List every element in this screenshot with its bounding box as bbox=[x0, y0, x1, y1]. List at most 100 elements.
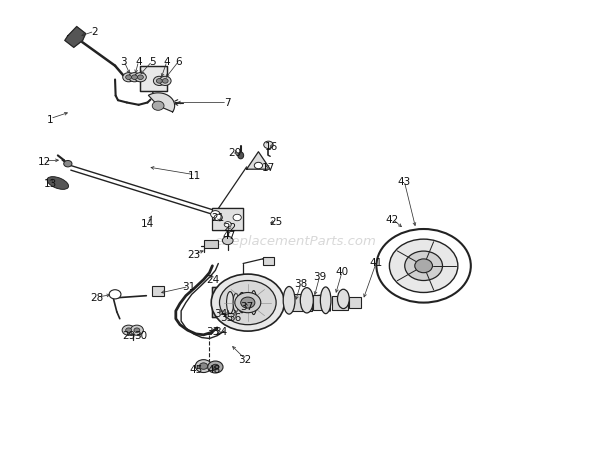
Circle shape bbox=[389, 240, 458, 293]
Text: 29: 29 bbox=[122, 330, 135, 340]
Text: 2: 2 bbox=[91, 27, 98, 37]
Polygon shape bbox=[65, 28, 86, 48]
Circle shape bbox=[212, 364, 219, 370]
Text: 11: 11 bbox=[188, 170, 201, 180]
Circle shape bbox=[153, 77, 165, 86]
Text: 43: 43 bbox=[398, 176, 411, 186]
Ellipse shape bbox=[238, 293, 245, 313]
Text: 5: 5 bbox=[149, 57, 156, 67]
Bar bbox=[212, 288, 248, 318]
Text: 28: 28 bbox=[91, 292, 104, 302]
Text: 32: 32 bbox=[238, 354, 251, 364]
Text: 17: 17 bbox=[262, 162, 275, 173]
Bar bbox=[349, 297, 361, 308]
Text: 47: 47 bbox=[222, 230, 235, 240]
Circle shape bbox=[132, 76, 137, 80]
Text: 20: 20 bbox=[228, 147, 241, 157]
Circle shape bbox=[222, 237, 233, 245]
Text: 4: 4 bbox=[135, 57, 142, 67]
Circle shape bbox=[199, 363, 208, 369]
Circle shape bbox=[214, 215, 222, 221]
Circle shape bbox=[195, 360, 212, 373]
Circle shape bbox=[122, 325, 135, 336]
Polygon shape bbox=[247, 152, 270, 170]
Text: 48: 48 bbox=[208, 364, 221, 375]
Circle shape bbox=[126, 328, 132, 333]
Text: eReplacementParts.com: eReplacementParts.com bbox=[214, 235, 376, 247]
Text: 42: 42 bbox=[386, 214, 399, 224]
Ellipse shape bbox=[320, 287, 331, 314]
Circle shape bbox=[211, 211, 220, 218]
Text: 1: 1 bbox=[47, 114, 54, 124]
Circle shape bbox=[224, 222, 231, 228]
Circle shape bbox=[162, 79, 168, 84]
Text: 21: 21 bbox=[212, 212, 225, 222]
Text: 30: 30 bbox=[134, 330, 147, 340]
Text: 25: 25 bbox=[270, 216, 283, 226]
Text: 16: 16 bbox=[265, 142, 278, 152]
Circle shape bbox=[208, 361, 223, 373]
Text: 38: 38 bbox=[294, 279, 307, 289]
Circle shape bbox=[129, 73, 140, 83]
Circle shape bbox=[159, 77, 171, 86]
Text: 14: 14 bbox=[141, 219, 154, 229]
Circle shape bbox=[264, 142, 273, 149]
Ellipse shape bbox=[283, 287, 295, 314]
Bar bbox=[332, 296, 348, 310]
Text: 13: 13 bbox=[44, 179, 57, 189]
Bar bbox=[152, 286, 164, 296]
Circle shape bbox=[233, 215, 241, 221]
Circle shape bbox=[123, 73, 135, 83]
Text: 34: 34 bbox=[215, 308, 228, 318]
Circle shape bbox=[415, 259, 432, 273]
Circle shape bbox=[137, 76, 143, 80]
Circle shape bbox=[152, 102, 164, 111]
Text: 35: 35 bbox=[221, 313, 234, 323]
Bar bbox=[140, 67, 167, 92]
Bar bbox=[204, 241, 218, 249]
Text: 33: 33 bbox=[206, 326, 219, 336]
Text: 7: 7 bbox=[224, 98, 231, 108]
Text: 31: 31 bbox=[182, 282, 195, 292]
Text: 37: 37 bbox=[240, 302, 253, 312]
Ellipse shape bbox=[251, 291, 257, 315]
Text: 12: 12 bbox=[38, 157, 51, 167]
Text: 6: 6 bbox=[175, 57, 182, 67]
Circle shape bbox=[405, 252, 442, 281]
Circle shape bbox=[109, 290, 121, 299]
Bar bbox=[212, 208, 243, 230]
Circle shape bbox=[219, 281, 276, 325]
Circle shape bbox=[134, 328, 140, 333]
Circle shape bbox=[135, 73, 146, 83]
Circle shape bbox=[241, 297, 255, 308]
Text: 39: 39 bbox=[313, 271, 326, 281]
Text: 36: 36 bbox=[228, 313, 241, 323]
Text: 34: 34 bbox=[215, 326, 228, 336]
Text: 40: 40 bbox=[336, 267, 349, 277]
Ellipse shape bbox=[227, 292, 234, 314]
Text: 41: 41 bbox=[370, 257, 383, 268]
Bar bbox=[263, 257, 274, 265]
Text: 3: 3 bbox=[120, 57, 127, 67]
Circle shape bbox=[126, 76, 132, 80]
Ellipse shape bbox=[238, 152, 244, 159]
Circle shape bbox=[254, 163, 263, 169]
Ellipse shape bbox=[233, 294, 239, 312]
Ellipse shape bbox=[47, 177, 68, 190]
Text: 22: 22 bbox=[224, 222, 237, 232]
Circle shape bbox=[235, 293, 261, 313]
Text: 45: 45 bbox=[190, 364, 203, 375]
Ellipse shape bbox=[337, 290, 349, 309]
Bar bbox=[313, 296, 330, 310]
Text: 23: 23 bbox=[187, 250, 200, 260]
Text: 24: 24 bbox=[206, 274, 219, 284]
Circle shape bbox=[211, 274, 284, 331]
Circle shape bbox=[376, 230, 471, 303]
Ellipse shape bbox=[300, 288, 313, 313]
Circle shape bbox=[64, 161, 72, 168]
Bar bbox=[288, 295, 312, 311]
Circle shape bbox=[130, 325, 143, 336]
Text: 4: 4 bbox=[163, 57, 171, 67]
Polygon shape bbox=[149, 94, 175, 112]
Circle shape bbox=[156, 79, 162, 84]
